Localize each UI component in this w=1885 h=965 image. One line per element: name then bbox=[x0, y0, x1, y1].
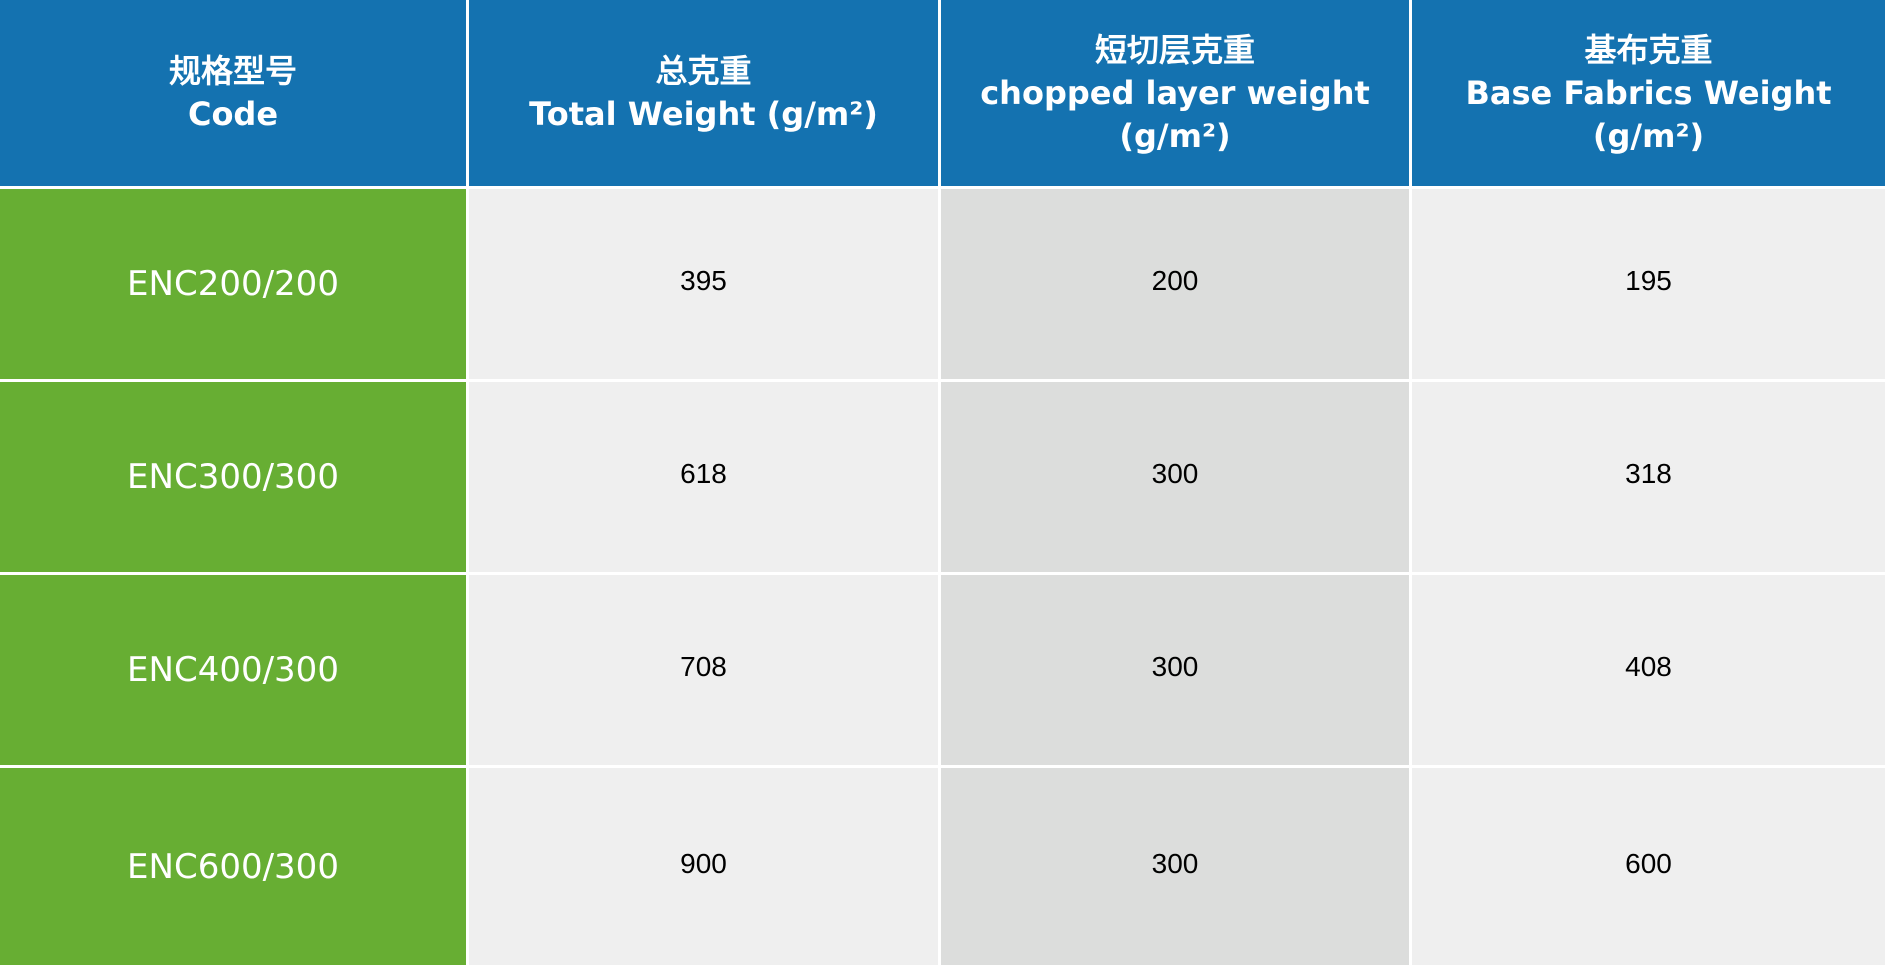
cell-chopped: 300 bbox=[941, 768, 1412, 965]
header-unit: (g/m²) bbox=[1119, 116, 1231, 155]
header-zh: 总克重 bbox=[655, 52, 752, 90]
header-zh: 短切层克重 bbox=[1094, 30, 1255, 69]
header-unit: (g/m²) bbox=[1592, 116, 1705, 155]
cell-code: ENC600/300 bbox=[0, 768, 469, 965]
cell-total: 708 bbox=[469, 575, 941, 768]
header-total-weight: 总克重 Total Weight (g/m²) bbox=[469, 0, 941, 189]
cell-total: 618 bbox=[469, 382, 941, 575]
cell-chopped: 200 bbox=[941, 189, 1412, 382]
header-en: Code bbox=[187, 95, 279, 133]
header-en: Total Weight (g/m²) bbox=[529, 95, 878, 133]
header-zh: 基布克重 bbox=[1584, 30, 1713, 69]
cell-chopped: 300 bbox=[941, 382, 1412, 575]
header-chopped-layer-weight: 短切层克重 chopped layer weight (g/m²) bbox=[941, 0, 1412, 189]
header-en: chopped layer weight bbox=[980, 73, 1370, 112]
header-en: Base Fabrics Weight bbox=[1465, 73, 1832, 112]
cell-code: ENC300/300 bbox=[0, 382, 469, 575]
cell-total: 395 bbox=[469, 189, 941, 382]
cell-chopped: 300 bbox=[941, 575, 1412, 768]
cell-base: 600 bbox=[1412, 768, 1885, 965]
cell-base: 318 bbox=[1412, 382, 1885, 575]
header-zh: 规格型号 bbox=[168, 52, 297, 90]
cell-base: 408 bbox=[1412, 575, 1885, 768]
cell-code: ENC200/200 bbox=[0, 189, 469, 382]
header-base-fabrics-weight: 基布克重 Base Fabrics Weight (g/m²) bbox=[1412, 0, 1885, 189]
cell-base: 195 bbox=[1412, 189, 1885, 382]
cell-code: ENC400/300 bbox=[0, 575, 469, 768]
header-code: 规格型号 Code bbox=[0, 0, 469, 189]
cell-total: 900 bbox=[469, 768, 941, 965]
